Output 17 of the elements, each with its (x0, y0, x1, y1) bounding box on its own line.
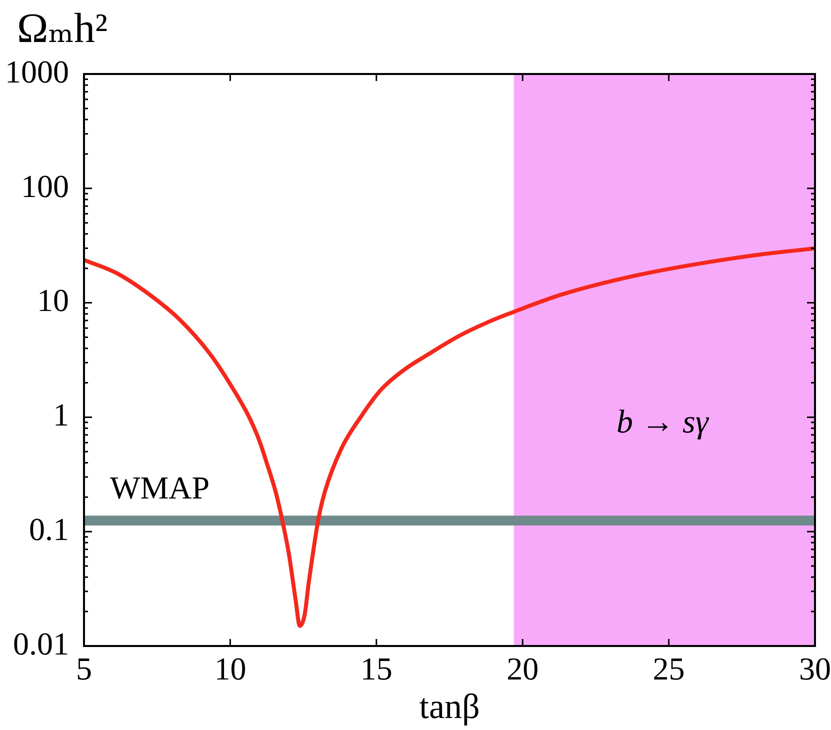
y-tick-label: 10 (37, 282, 69, 318)
y-tick-label: 1000 (5, 53, 69, 90)
x-tick-label: 5 (76, 650, 92, 687)
x-tick-label: 10 (214, 650, 246, 687)
y-tick-label: 0.01 (13, 625, 69, 662)
x-tick-label: 30 (799, 650, 831, 687)
y-tick-label: 100 (21, 168, 69, 204)
band-label: b → sγ (616, 404, 710, 441)
line-series (84, 246, 815, 628)
y-tick-label: 0.1 (29, 511, 69, 548)
band-label: WMAP (110, 470, 210, 506)
x-axis-title: tanβ (419, 687, 480, 726)
x-tick-label: 15 (360, 650, 392, 687)
y-axis-title: Ωₘh² (17, 5, 108, 54)
y-tick-label: 1 (53, 396, 69, 433)
x-tick-label: 20 (506, 650, 539, 687)
x-tick-label: 25 (652, 650, 685, 687)
